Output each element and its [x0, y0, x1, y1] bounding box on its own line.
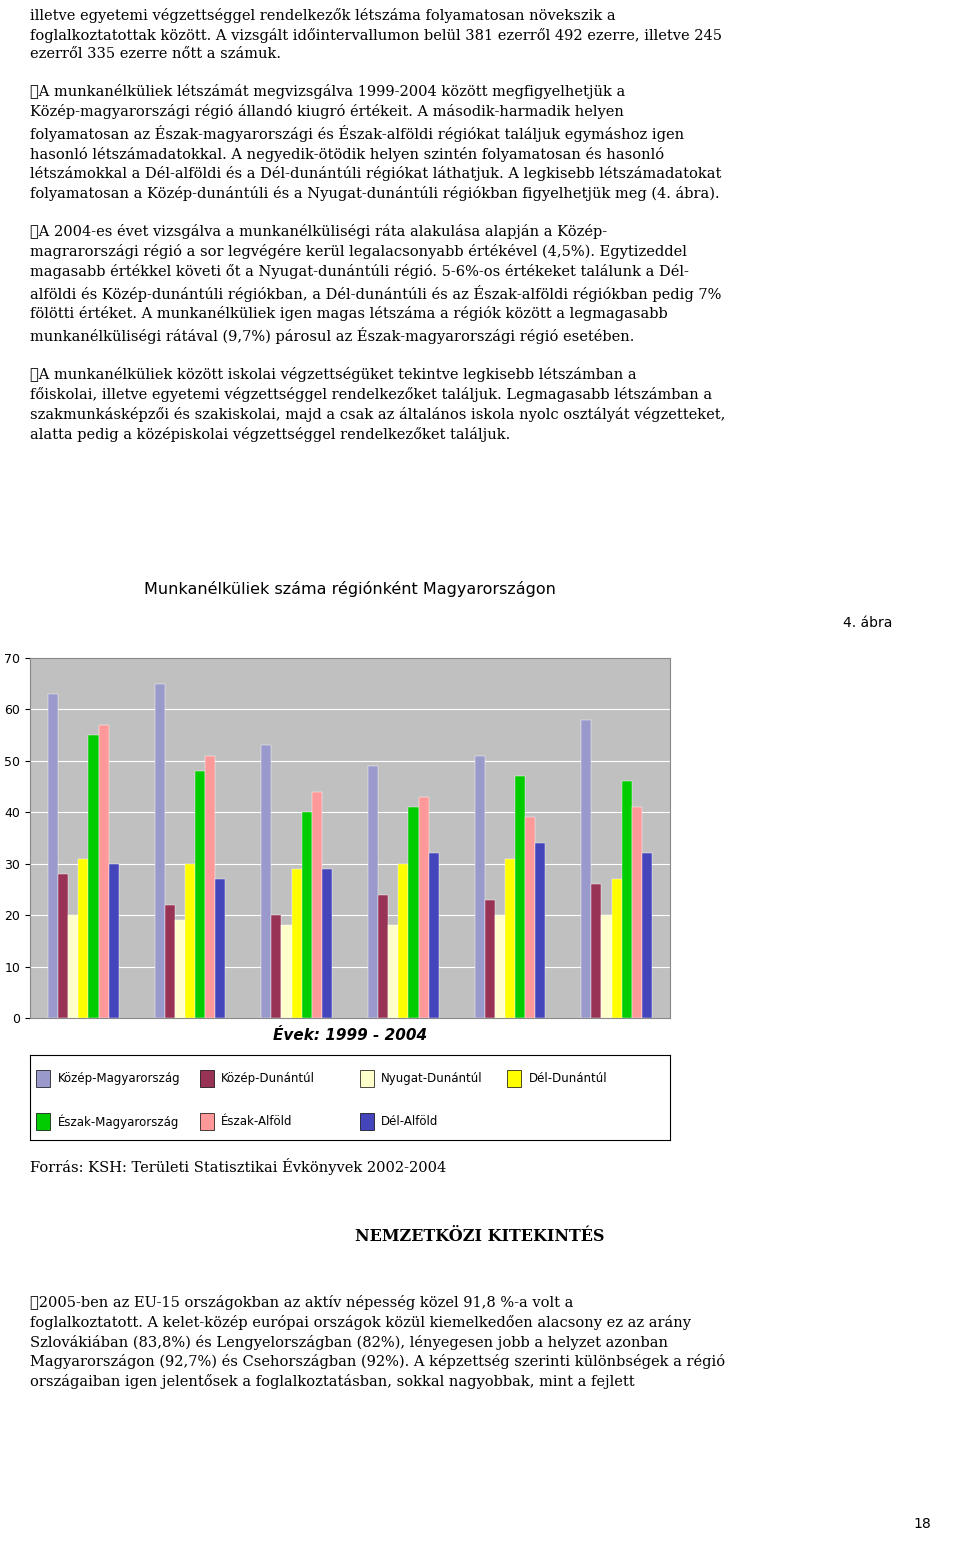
Bar	[200, 1071, 214, 1088]
Bar	[536, 842, 545, 1018]
Bar	[108, 864, 119, 1018]
Bar	[281, 926, 292, 1018]
Bar	[99, 725, 108, 1018]
Bar	[292, 869, 301, 1018]
Bar	[474, 756, 485, 1018]
Text: Nyugat-Dunántúl: Nyugat-Dunántúl	[381, 1072, 483, 1085]
Bar	[272, 915, 281, 1018]
Bar	[36, 1071, 51, 1088]
Text: Dél-Dunántúl: Dél-Dunántúl	[529, 1072, 607, 1085]
Text: 4. ábra: 4. ábra	[844, 616, 893, 630]
Bar	[165, 904, 175, 1018]
Bar	[642, 853, 652, 1018]
Bar	[88, 734, 99, 1018]
Bar	[388, 926, 398, 1018]
Text: Munkanélküliek száma régiónként Magyarországon: Munkanélküliek száma régiónként Magyaror…	[144, 582, 556, 597]
Text: Közép-Magyarország: Közép-Magyarország	[59, 1072, 180, 1085]
Text: illetve egyetemi végzettséggel rendelkezők létszáma folyamatosan növekszik a
fog: illetve egyetemi végzettséggel rendelkez…	[30, 8, 726, 441]
Bar	[68, 915, 79, 1018]
Text: Évek: 1999 - 2004: Évek: 1999 - 2004	[273, 1028, 427, 1043]
Bar	[36, 1113, 51, 1129]
Text: Észak-Magyarország: Észak-Magyarország	[59, 1114, 180, 1128]
Bar	[368, 765, 378, 1018]
Bar	[516, 776, 525, 1018]
Bar	[360, 1113, 373, 1129]
Bar	[301, 812, 312, 1018]
Text: Közép-Dunántúl: Közép-Dunántúl	[222, 1072, 315, 1085]
Bar	[312, 792, 322, 1018]
Bar	[200, 1113, 214, 1129]
Bar	[581, 719, 591, 1018]
Bar	[322, 869, 332, 1018]
Bar	[48, 694, 58, 1018]
Bar	[408, 807, 419, 1018]
Bar	[79, 858, 88, 1018]
Bar	[360, 1071, 373, 1088]
Bar	[429, 853, 439, 1018]
Text: Észak-Alföld: Észak-Alföld	[222, 1114, 293, 1128]
Bar	[185, 864, 195, 1018]
Text: NEMZETKÖZI KITEKINTÉS: NEMZETKÖZI KITEKINTÉS	[355, 1228, 605, 1245]
Text: Forrás: KSH: Területi Statisztikai Évkönyvek 2002-2004: Forrás: KSH: Területi Statisztikai Évkön…	[30, 1157, 446, 1176]
Bar	[507, 1071, 521, 1088]
Text: Dél-Alföld: Dél-Alföld	[381, 1114, 439, 1128]
Bar	[419, 796, 429, 1018]
Bar	[378, 895, 388, 1018]
Bar	[58, 873, 68, 1018]
Bar	[494, 915, 505, 1018]
Bar	[591, 884, 602, 1018]
Bar	[612, 880, 622, 1018]
Text: 18: 18	[914, 1517, 931, 1531]
Bar	[155, 684, 165, 1018]
Bar	[261, 745, 272, 1018]
Bar	[485, 900, 494, 1018]
Bar	[622, 781, 632, 1018]
Text: 2005-ben az EU-15 országokban az aktív népesség közel 91,8 %-a volt a
foglalkozt: 2005-ben az EU-15 országokban az aktív n…	[30, 1295, 725, 1389]
Bar	[602, 915, 612, 1018]
Bar	[632, 807, 642, 1018]
Bar	[525, 818, 536, 1018]
Bar	[175, 920, 185, 1018]
Bar	[205, 756, 215, 1018]
Bar	[398, 864, 408, 1018]
Bar	[195, 772, 205, 1018]
Bar	[505, 858, 516, 1018]
Bar	[215, 880, 226, 1018]
